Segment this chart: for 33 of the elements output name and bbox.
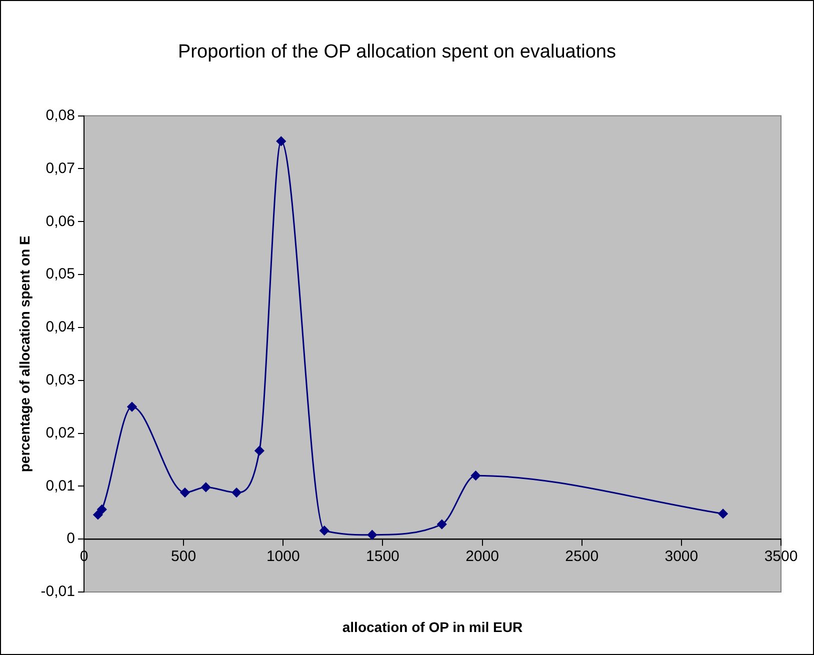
point	[93, 510, 103, 520]
point	[254, 446, 264, 456]
y-tick-label: 0,03	[46, 371, 75, 388]
x-tick-label: 3000	[664, 548, 698, 566]
point	[276, 136, 286, 146]
y-tick-label: -0,01	[40, 583, 75, 600]
point	[127, 402, 137, 412]
y-tick-label: 0,05	[46, 266, 75, 283]
y-tick-label: 0,04	[46, 318, 75, 336]
point	[470, 470, 480, 480]
x-tick-label: 1500	[366, 548, 400, 566]
y-axis-title: percentage of allocation spent on E	[16, 236, 32, 472]
point	[718, 508, 728, 518]
y-tick-label: 0,08	[46, 106, 75, 124]
y-tick-label: 0,06	[46, 212, 75, 230]
point	[97, 504, 107, 514]
y-tick-label: 0,07	[46, 160, 75, 177]
point	[201, 482, 211, 492]
x-axis-title: allocation of OP in mil EUR	[342, 618, 523, 635]
y-tick-label: 0	[66, 530, 75, 548]
y-tick-label: 0,02	[46, 424, 75, 442]
point	[320, 526, 330, 536]
x-tick-label: 1000	[266, 548, 300, 566]
y-tick-label: 0,01	[46, 477, 75, 494]
x-tick-label: 2000	[466, 548, 499, 566]
x-tick-label: 500	[171, 548, 196, 566]
point	[437, 520, 447, 530]
chart-title: Proportion of the OP allocation spent on evaluations	[178, 42, 616, 63]
point	[367, 530, 377, 540]
point	[180, 488, 190, 498]
x-tick-label: 3500	[764, 548, 798, 566]
point	[232, 488, 242, 498]
x-tick-label: 2500	[565, 548, 599, 566]
